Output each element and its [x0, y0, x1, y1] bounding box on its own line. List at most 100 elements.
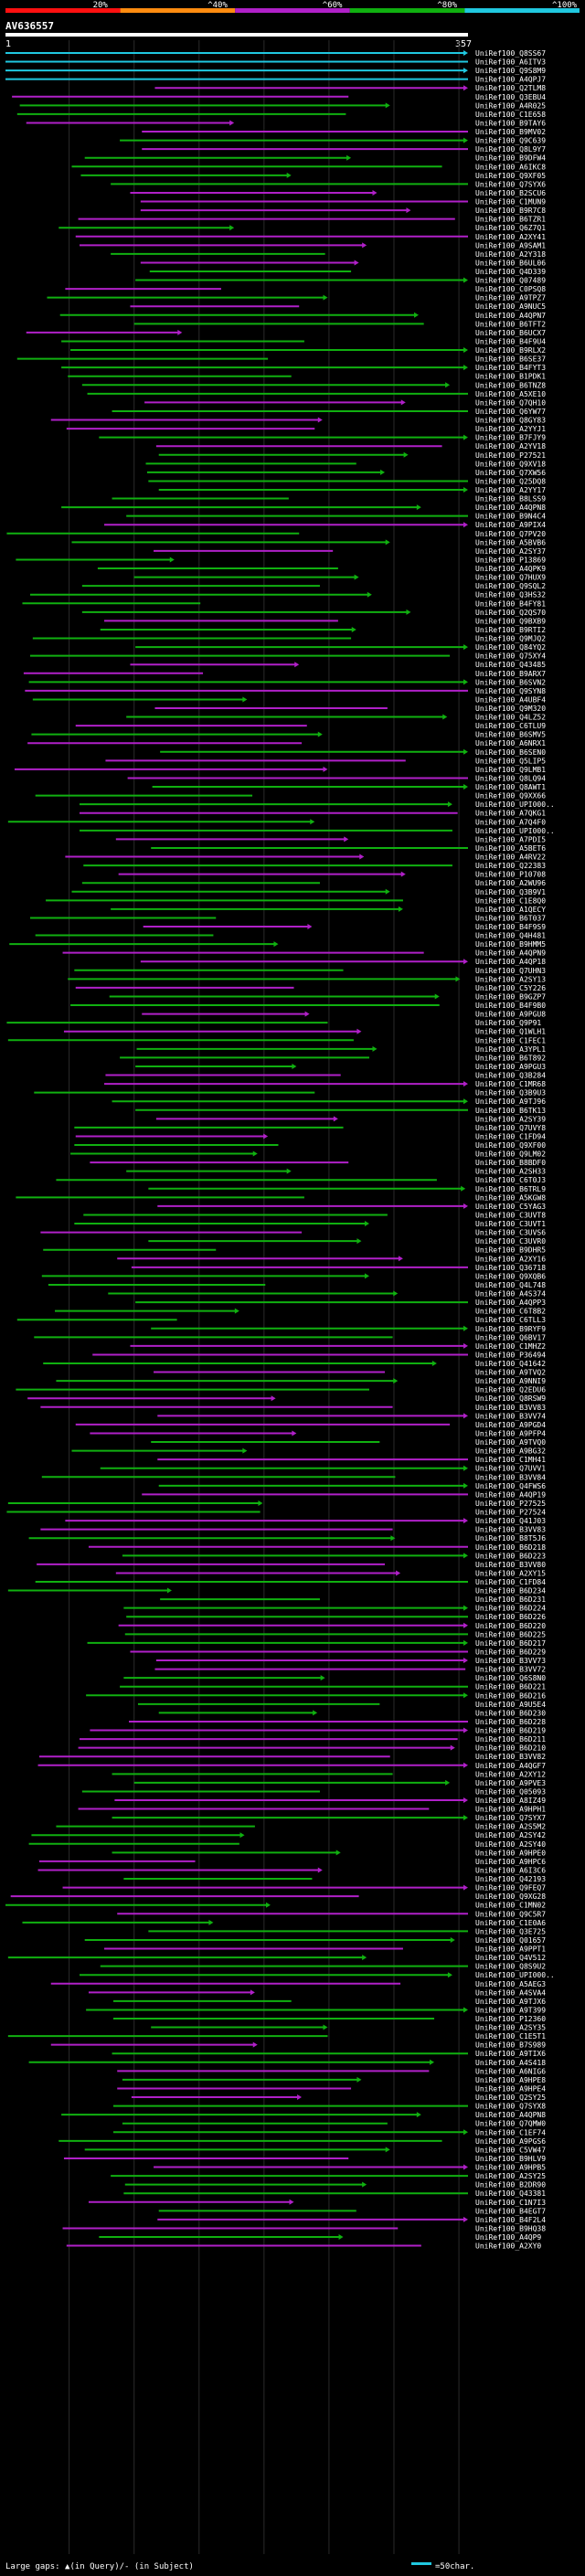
hit-row[interactable]: UniRef100_Q9XG28: [10, 1892, 547, 1901]
hit-label[interactable]: UniRef100_B9ARX7: [475, 670, 546, 678]
hit-row[interactable]: UniRef100_B4F2L4: [157, 2216, 546, 2224]
hit-row[interactable]: UniRef100_B6D211: [80, 1735, 546, 1744]
hit-label[interactable]: UniRef100_B9R7C8: [475, 207, 546, 215]
hit-label[interactable]: UniRef100_Q7SYX6: [475, 180, 546, 188]
hit-row[interactable]: UniRef100_A2YV18: [155, 442, 546, 451]
hit-label[interactable]: UniRef100_Q7UVV1: [475, 1465, 546, 1473]
hit-label[interactable]: UniRef100_C3UVR0: [475, 1237, 546, 1246]
hit-label[interactable]: UniRef100_B9N4C4: [475, 513, 546, 521]
hit-row[interactable]: UniRef100_Q9BXB9: [104, 617, 546, 625]
hit-row[interactable]: UniRef100_B1PDK1: [68, 373, 546, 381]
hit-label[interactable]: UniRef100_Q6S8N0: [475, 1674, 546, 1682]
hit-row[interactable]: UniRef100_Q7UVY8: [74, 1124, 546, 1132]
hit-row[interactable]: UniRef100_A4QPK9: [97, 565, 546, 573]
hit-label[interactable]: UniRef100_UPI000..: [475, 800, 555, 809]
hit-row[interactable]: UniRef100_B3VV80: [37, 1561, 546, 1569]
hit-label[interactable]: UniRef100_A9PGU3: [475, 1063, 546, 1071]
hit-label[interactable]: UniRef100_Q6Z7Q1: [475, 224, 546, 232]
hit-row[interactable]: UniRef100_B9TAY6: [26, 119, 547, 127]
hit-label[interactable]: UniRef100_A9HPE8: [475, 2076, 546, 2084]
hit-row[interactable]: UniRef100_A4QPN7: [59, 312, 547, 320]
hit-label[interactable]: UniRef100_C6TLU9: [475, 722, 546, 730]
hit-row[interactable]: UniRef100_C1E658: [16, 111, 546, 119]
hit-row[interactable]: UniRef100_Q2TLM8: [154, 84, 546, 92]
hit-row[interactable]: UniRef100_Q8GY83: [50, 417, 546, 425]
hit-label[interactable]: UniRef100_A4RV22: [475, 853, 546, 862]
hit-row[interactable]: UniRef100_A9SAM1: [80, 241, 546, 249]
hit-row[interactable]: UniRef100_B9HQ38: [62, 2224, 547, 2232]
hit-row[interactable]: UniRef100_A5XE10: [87, 390, 547, 398]
hit-row[interactable]: UniRef100_A7Q4F0: [7, 818, 546, 826]
hit-label[interactable]: UniRef100_A2WU96: [475, 879, 546, 887]
hit-row[interactable]: UniRef100_A9NUC5: [130, 302, 546, 311]
hit-row[interactable]: UniRef100_C6T0J3: [56, 1176, 546, 1184]
hit-row[interactable]: UniRef100_B6D228: [129, 1718, 546, 1726]
hit-label[interactable]: UniRef100_B4EGT7: [475, 2207, 546, 2215]
hit-label[interactable]: UniRef100_A4QPJ7: [475, 76, 546, 84]
hit-row[interactable]: UniRef100_Q9LM02: [70, 1150, 546, 1159]
hit-label[interactable]: UniRef100_B8LSS9: [475, 495, 546, 504]
hit-row[interactable]: UniRef100_B3VV84: [41, 1473, 546, 1481]
hit-label[interactable]: UniRef100_Q4L748: [475, 1281, 546, 1289]
hit-label[interactable]: UniRef100_B3VV80: [475, 1561, 546, 1569]
hit-label[interactable]: UniRef100_Q5LIP5: [475, 757, 546, 765]
hit-label[interactable]: UniRef100_B6TK13: [475, 1107, 546, 1115]
hit-label[interactable]: UniRef100_Q9SYN8: [475, 687, 546, 695]
hit-row[interactable]: UniRef100_A2YY17: [158, 486, 547, 494]
hit-row[interactable]: UniRef100_Q7SYX8: [112, 2103, 546, 2111]
hit-row[interactable]: UniRef100_A9PPT1: [104, 1945, 546, 1954]
hit-label[interactable]: UniRef100_B6D229: [475, 1648, 546, 1656]
hit-row[interactable]: UniRef100_Q84YQ2: [135, 643, 546, 652]
hit-row[interactable]: UniRef100_A2XY16: [117, 1255, 546, 1263]
hit-label[interactable]: UniRef100_A9BG32: [475, 1447, 546, 1456]
hit-label[interactable]: UniRef100_A5BVB6: [475, 538, 546, 546]
hit-label[interactable]: UniRef100_C3UVS6: [475, 1229, 546, 1237]
hit-row[interactable]: UniRef100_C1E0A6: [22, 1919, 546, 1927]
hit-label[interactable]: UniRef100_A2SH33: [475, 1168, 546, 1176]
hit-label[interactable]: UniRef100_Q9FEQ7: [475, 1884, 546, 1892]
hit-row[interactable]: UniRef100_Q2EDU6: [16, 1386, 546, 1394]
hit-row[interactable]: UniRef100_A9TVQ0: [151, 1438, 546, 1447]
hit-label[interactable]: UniRef100_Q3EBU4: [475, 93, 546, 101]
hit-row[interactable]: UniRef100_C1EF74: [112, 2128, 546, 2136]
hit-label[interactable]: UniRef100_A6ITV3: [475, 58, 546, 67]
hit-label[interactable]: UniRef100_Q8GY83: [475, 417, 546, 425]
hit-label[interactable]: UniRef100_B2SCU6: [475, 189, 546, 197]
hit-row[interactable]: UniRef100_B6D230: [158, 1709, 547, 1717]
hit-label[interactable]: UniRef100_B7S989: [475, 2041, 546, 2050]
hit-label[interactable]: UniRef100_B6D228: [475, 1718, 546, 1726]
hit-label[interactable]: UniRef100_A4UBF4: [475, 695, 546, 704]
hit-label[interactable]: UniRef100_Q9XF00: [475, 1141, 546, 1150]
hit-row[interactable]: UniRef100_B6D221: [120, 1683, 546, 1691]
hit-label[interactable]: UniRef100_UPI000..: [475, 827, 555, 835]
hit-row[interactable]: UniRef100_Q6S8N0: [123, 1674, 546, 1682]
hit-row[interactable]: UniRef100_UPI000..: [80, 800, 555, 809]
hit-row[interactable]: UniRef100_B9N4C4: [126, 513, 546, 521]
hit-row[interactable]: UniRef100_Q6Z7Q1: [58, 224, 546, 232]
hit-row[interactable]: UniRef100_Q43381: [123, 2189, 546, 2198]
hit-row[interactable]: UniRef100_B6TZR1: [78, 216, 547, 224]
hit-row[interactable]: UniRef100_B6D220: [118, 1622, 547, 1630]
hit-label[interactable]: UniRef100_A2Y318: [475, 250, 546, 259]
hit-row[interactable]: UniRef100_Q4D339: [149, 268, 546, 276]
hit-row[interactable]: UniRef100_P27521: [158, 451, 547, 460]
hit-row[interactable]: UniRef100_B9DHR5: [43, 1246, 546, 1255]
hit-label[interactable]: UniRef100_B3VV73: [475, 1657, 546, 1665]
hit-label[interactable]: UniRef100_B9RYF9: [475, 1325, 546, 1333]
hit-row[interactable]: UniRef100_B6D229: [130, 1648, 546, 1656]
hit-label[interactable]: UniRef100_C1E658: [475, 111, 546, 119]
hit-label[interactable]: UniRef100_B3VV82: [475, 1753, 546, 1761]
hit-row[interactable]: UniRef100_A9HPB5: [154, 2164, 546, 2172]
hit-label[interactable]: UniRef100_B6D223: [475, 1552, 546, 1560]
hit-row[interactable]: UniRef100_A4UBF4: [32, 695, 546, 704]
hit-row[interactable]: UniRef100_C1FD84: [35, 1578, 547, 1586]
hit-row[interactable]: UniRef100_Q9S8M9: [5, 67, 546, 75]
hit-label[interactable]: UniRef100_A7Q4F0: [475, 818, 546, 826]
hit-label[interactable]: UniRef100_P12360: [475, 2015, 546, 2023]
hit-label[interactable]: UniRef100_A4QPN7: [475, 312, 546, 320]
hit-label[interactable]: UniRef100_B4FY81: [475, 599, 546, 608]
hit-label[interactable]: UniRef100_C1E5T1: [475, 2032, 546, 2041]
hit-row[interactable]: UniRef100_A2SY25: [111, 2172, 546, 2180]
hit-label[interactable]: UniRef100_A9PPT1: [475, 1945, 546, 1954]
hit-label[interactable]: UniRef100_A9TIX6: [475, 2050, 546, 2058]
